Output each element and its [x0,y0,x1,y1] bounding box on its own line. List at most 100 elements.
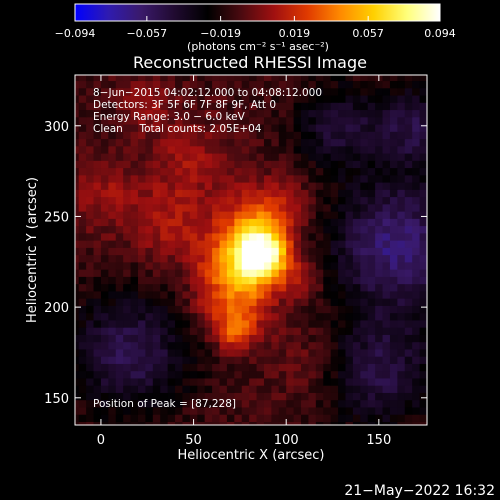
heatmap-cell [249,283,258,292]
heatmap-cell [212,196,221,205]
heatmap-cell [427,414,435,422]
heatmap-cell [404,240,413,248]
heatmap-cell [286,356,295,364]
colorbar-tick-label: −0.019 [200,27,241,40]
heatmap-cell [375,298,384,306]
heatmap-cell [397,305,406,314]
heatmap-cell [137,102,146,111]
heatmap-cell [375,116,384,125]
heatmap-cell [360,276,369,285]
heatmap-cell [123,80,132,89]
heatmap-cell [212,123,221,132]
heatmap-cell [204,225,213,234]
heatmap-cell [323,145,332,154]
heatmap-cell [404,75,413,82]
heatmap-cell [315,75,324,82]
heatmap-cell [145,145,154,154]
heatmap-cell [137,327,146,335]
heatmap-cell [93,327,102,335]
heatmap-cell [375,363,384,372]
heatmap-cell [397,80,406,89]
heatmap-cell [212,283,221,292]
heatmap-cell [286,305,295,314]
heatmap-cell [100,131,109,140]
heatmap-cell [301,370,310,379]
heatmap-cell [145,399,154,408]
heatmap-cell [286,109,295,118]
heatmap-cell [293,203,302,212]
heatmap-cell [308,312,317,321]
heatmap-cell [219,298,228,306]
heatmap-cell [182,312,191,321]
heatmap-cell [382,334,391,343]
heatmap-cell [197,298,206,306]
heatmap-cell [189,261,198,270]
heatmap-cell [271,160,280,169]
heatmap-cell [382,203,391,212]
heatmap-cell [64,371,72,379]
heatmap-cell [404,138,413,147]
heatmap-cell [145,189,154,198]
heatmap-cell [338,131,347,140]
heatmap-cell [75,312,80,321]
heatmap-cell [189,131,198,140]
heatmap-cell [86,196,95,205]
heatmap-cell [427,334,435,342]
heatmap-cell [330,203,339,212]
heatmap-cell [175,94,184,103]
heatmap-cell [160,305,169,314]
heatmap-cell [123,276,132,285]
heatmap-cell [345,399,354,408]
heatmap-cell [389,377,398,386]
heatmap-cell [263,283,272,292]
heatmap-cell [130,116,139,125]
heatmap-cell [197,131,206,140]
heatmap-cell [108,327,117,335]
heatmap-cell [427,138,435,146]
heatmap-cell [286,406,295,415]
heatmap-cell [241,152,250,161]
heatmap-cell [64,66,72,74]
heatmap-cell [197,341,206,350]
heatmap-cell [382,269,391,277]
heatmap-cell [226,421,235,425]
heatmap-cell [123,254,132,263]
heatmap-cell [152,356,161,364]
heatmap-cell [212,232,221,241]
heatmap-cell [175,356,184,364]
heatmap-cell [145,283,154,292]
heatmap-cell [427,109,435,117]
heatmap-cell [86,429,94,437]
heatmap-cell [404,298,413,306]
heatmap-cell [204,181,213,190]
heatmap-cell [160,109,169,118]
heatmap-cell [323,261,332,270]
heatmap-cell [315,421,324,425]
heatmap-cell [219,211,228,219]
heatmap-cell [293,80,302,89]
heatmap-cell [293,399,302,408]
heatmap-cell [137,392,146,401]
heatmap-cell [382,160,391,169]
heatmap-cell [189,181,198,190]
heatmap-cell [108,298,117,306]
heatmap-cell [404,232,413,241]
heatmap-cell [152,102,161,111]
heatmap-cell [256,269,265,277]
heatmap-cell [123,109,132,118]
heatmap-cell [263,385,272,393]
heatmap-cell [263,392,272,401]
heatmap-cell [115,377,124,386]
heatmap-cell [241,363,250,372]
heatmap-cell [160,189,169,198]
heatmap-cell [100,341,109,350]
heatmap-cell [293,363,302,372]
heatmap-cell [86,94,95,103]
heatmap-cell [130,109,139,118]
heatmap-cell [137,290,146,299]
heatmap-cell [345,247,354,256]
heatmap-cell [367,75,376,82]
heatmap-cell [93,167,102,176]
heatmap-cell [93,247,102,256]
heatmap-cell [293,312,302,321]
